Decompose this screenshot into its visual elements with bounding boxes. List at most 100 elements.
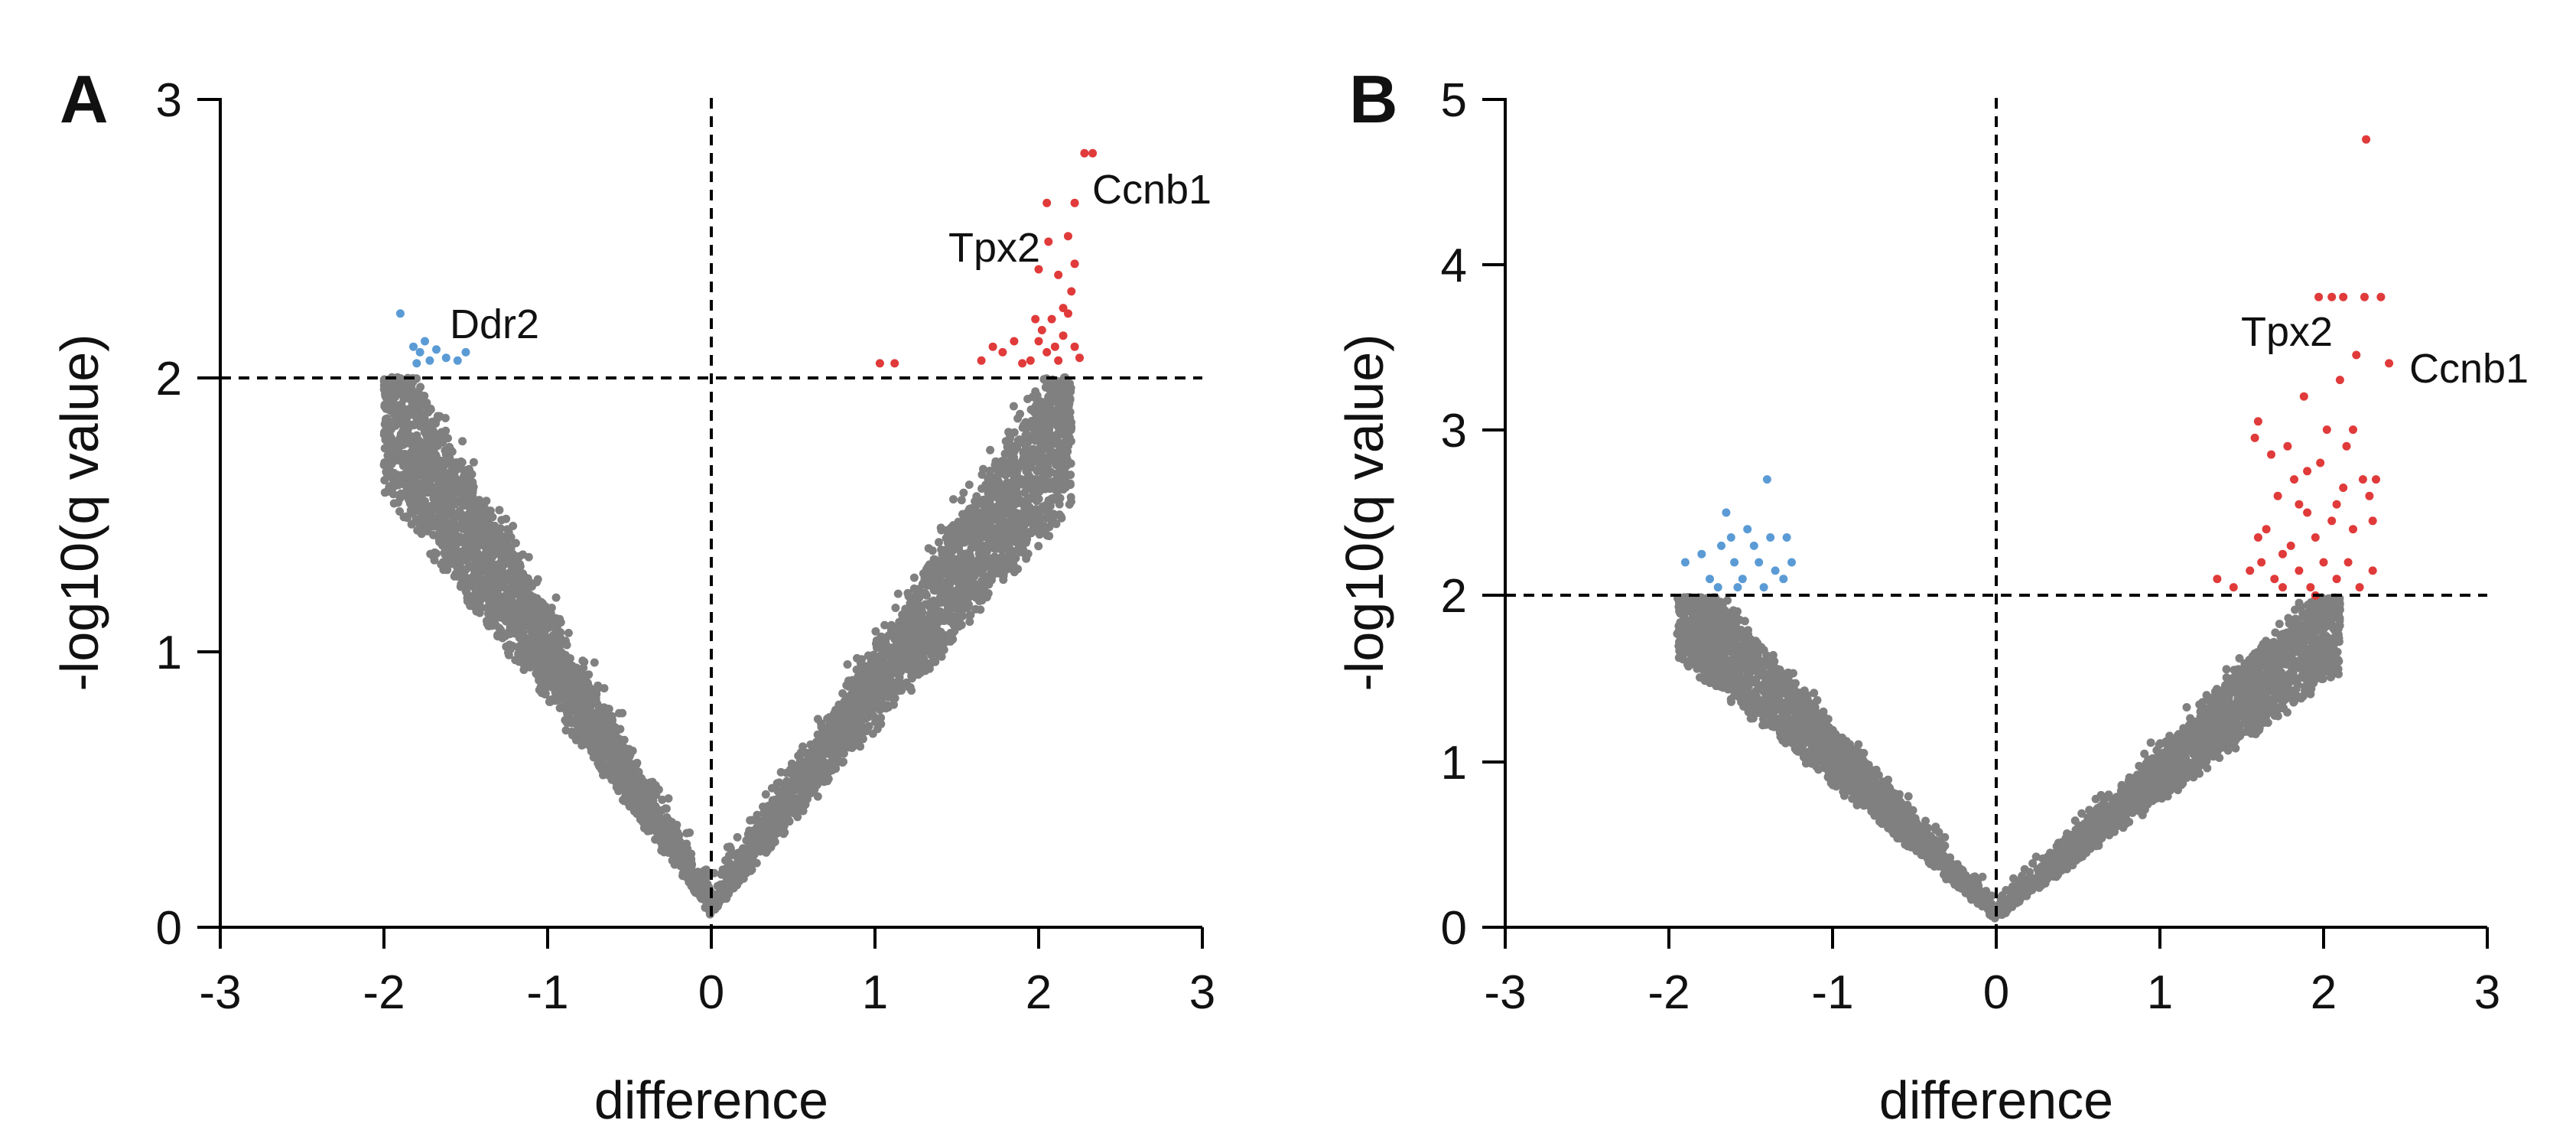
- panel-a-nonsignificant-point: [577, 722, 587, 731]
- panel-a-nonsignificant-point: [991, 461, 1000, 471]
- panel-a-nonsignificant-point: [919, 588, 928, 598]
- panel-a-nonsignificant-point: [1023, 493, 1033, 503]
- panel-a-points: [379, 148, 1098, 919]
- panel-a-nonsignificant-point: [418, 484, 428, 493]
- panel-a-nonsignificant-point: [1052, 418, 1062, 427]
- panel-a-nonsignificant-point: [446, 484, 455, 493]
- panel-a-nonsignificant-point: [828, 759, 838, 768]
- panel-a-nonsignificant-point: [801, 791, 810, 800]
- panel-a-nonsignificant-point: [469, 458, 478, 467]
- panel-a-nonsignificant-point: [434, 477, 444, 487]
- panel-a-nonsignificant-point: [449, 469, 458, 478]
- panel-a-nonsignificant-point: [447, 447, 457, 456]
- panel-a-nonsignificant-point: [560, 692, 568, 701]
- panel-a-nonsignificant-point: [1025, 514, 1033, 523]
- panel-a-nonsignificant-point: [450, 510, 460, 519]
- panel-a-nonsignificant-point: [682, 829, 691, 838]
- panel-a-nonsignificant-point: [985, 477, 994, 486]
- panel-a-nonsignificant-point: [493, 526, 501, 534]
- panel-a-nonsignificant-point: [588, 712, 597, 721]
- panel-a-nonsignificant-point: [561, 726, 571, 735]
- panel-a-nonsignificant-point: [615, 708, 623, 718]
- panel-a-nonsignificant-point: [489, 539, 498, 549]
- panel-a-nonsignificant-point: [425, 427, 434, 436]
- panel-a-nonsignificant-point: [1042, 504, 1051, 513]
- panel-a-nonsignificant-point: [922, 581, 932, 590]
- panel-a-nonsignificant-point: [381, 392, 390, 401]
- panel-a-nonsignificant-point: [907, 686, 916, 695]
- panel-a-nonsignificant-point: [912, 616, 922, 625]
- panel-a-nonsignificant-point: [440, 549, 449, 558]
- panel-a-nonsignificant-point: [957, 496, 966, 505]
- panel-a-nonsignificant-point: [584, 670, 594, 679]
- panel-a-nonsignificant-point: [808, 775, 818, 783]
- panel-a-nonsignificant-point: [776, 767, 785, 777]
- panel-a-nonsignificant-point: [927, 598, 936, 607]
- panel-a-nonsignificant-point: [897, 686, 906, 695]
- panel-a-nonsignificant-point: [590, 658, 599, 667]
- panel-a-nonsignificant-point: [381, 435, 390, 444]
- panel-a-nonsignificant-point: [865, 674, 874, 683]
- panel-a-nonsignificant-point: [504, 648, 512, 657]
- panel-a-nonsignificant-point: [384, 405, 393, 414]
- panel-a-nonsignificant-point: [996, 512, 1005, 521]
- panel-a-nonsignificant-point: [798, 783, 807, 792]
- panel-a-nonsignificant-point: [488, 591, 497, 600]
- panel-a-nonsignificant-point: [972, 492, 981, 501]
- panel-a-nonsignificant-point: [936, 598, 945, 607]
- panel-a-nonsignificant-point: [424, 408, 433, 417]
- panel-a-nonsignificant-point: [533, 575, 542, 584]
- panel-a-nonsignificant-point: [891, 604, 900, 612]
- panel-a-nonsignificant-point: [411, 412, 420, 421]
- panel-a-nonsignificant-point: [426, 549, 435, 558]
- panel-a-nonsignificant-point: [950, 627, 959, 636]
- panel-a-nonsignificant-point: [761, 790, 770, 799]
- panel-a-nonsignificant-point: [389, 468, 398, 477]
- panel-a-nonsignificant-point: [1022, 467, 1031, 476]
- panel-a-nonsignificant-point: [909, 584, 919, 593]
- panel-a-nonsignificant-point: [562, 640, 571, 650]
- panel-a-nonsignificant-point: [722, 868, 731, 877]
- panel-a-nonsignificant-point: [1052, 519, 1061, 529]
- panel-a-nonsignificant-point: [1052, 494, 1061, 503]
- panel-a-nonsignificant-point: [593, 699, 602, 708]
- panel-a-nonsignificant-point: [806, 740, 815, 749]
- panel-a-nonsignificant-point: [760, 826, 769, 835]
- panel-a-nonsignificant-point: [746, 816, 755, 825]
- panel-a-nonsignificant-point: [746, 859, 755, 868]
- panel-a-nonsignificant-point: [999, 487, 1008, 496]
- panel-a-nonsignificant-point: [977, 578, 986, 588]
- panel-a-nonsignificant-point: [964, 600, 973, 609]
- panel-a-nonsignificant-point: [1016, 543, 1025, 552]
- panel-a-nonsignificant-point: [1049, 477, 1057, 486]
- panel-a-nonsignificant-point: [470, 542, 480, 551]
- panel-a-nonsignificant-point: [871, 627, 880, 636]
- panel-a-nonsignificant-point: [1021, 441, 1030, 450]
- panel-a-nonsignificant-point: [549, 621, 558, 630]
- panel-a-nonsignificant-point: [858, 704, 867, 713]
- panel-a-nonsignificant-point: [466, 528, 475, 537]
- panel-a-nonsignificant-point: [935, 607, 945, 616]
- panel-a-nonsignificant-point: [931, 578, 940, 588]
- panel-a-nonsignificant-point: [733, 832, 742, 842]
- panel-a-nonsignificant-point: [868, 686, 877, 695]
- panel-a-nonsignificant-point: [509, 572, 519, 581]
- panel-a-nonsignificant-point: [380, 444, 389, 453]
- panel-a-nonsignificant-point: [1066, 493, 1075, 502]
- panel-a-nonsignificant-point: [979, 564, 988, 573]
- panel-a-nonsignificant-point: [425, 471, 434, 480]
- panel-a-nonsignificant-point: [551, 593, 561, 602]
- panel-a-nonsignificant-point: [962, 578, 971, 588]
- panel-a-nonsignificant-point: [801, 800, 810, 809]
- panel-a-nonsignificant-point: [1054, 460, 1063, 469]
- panel-a-nonsignificant-point: [402, 512, 411, 521]
- panel-a-nonsignificant-point: [935, 538, 943, 547]
- panel-a-nonsignificant-point: [824, 774, 833, 783]
- panel-a-nonsignificant-point: [923, 562, 932, 572]
- panel-a-nonsignificant-point: [964, 480, 974, 490]
- panel-a-nonsignificant-point: [1035, 512, 1044, 520]
- panel-a-nonsignificant-point: [768, 796, 777, 805]
- panel-a-nonsignificant-point: [773, 786, 782, 796]
- panel-a-nonsignificant-point: [395, 450, 405, 459]
